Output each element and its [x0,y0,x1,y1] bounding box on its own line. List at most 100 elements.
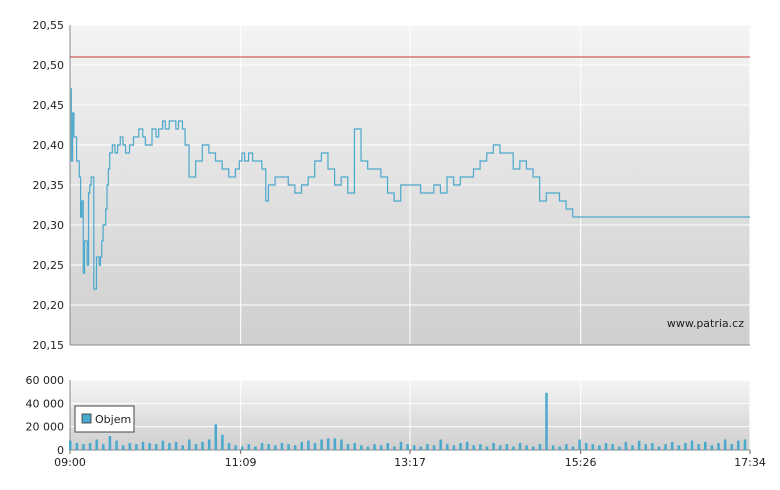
volume-bar [194,444,198,450]
volume-bar [221,434,224,450]
volume-bar [598,445,601,450]
volume-bar [300,441,304,450]
volume-bar [571,446,575,450]
volume-bar [684,443,687,450]
volume-bar [82,444,85,450]
volume-bar [360,445,363,450]
volume-bar [95,439,98,450]
volume-bar [518,443,522,450]
volume-bar [254,446,257,450]
volume-bar [247,444,251,450]
volume-bar [75,443,79,450]
time-tick-label: 09:00 [54,456,86,469]
volume-panel: 0 20 000 40 000 60 000 09:00 11:09 13:17 15:26… [26,374,766,469]
volume-bar [538,444,542,450]
volume-bar [545,392,548,450]
volume-bar [373,444,376,450]
volume-bar [154,444,158,450]
volume-bar [320,439,323,450]
volume-y-tick-label: 20 000 [26,421,65,434]
volume-bar [465,441,469,450]
price-y-tick-label: 20,40 [33,139,65,152]
volume-bar [280,443,284,450]
volume-bar [174,441,178,450]
volume-bar [717,443,720,450]
volume-bar [492,443,495,450]
price-y-tick-label: 20,45 [33,99,65,112]
volume-bar [611,444,614,450]
volume-bar [446,444,449,450]
volume-bar [697,444,700,450]
volume-bar [558,446,561,450]
volume-bar [207,439,211,450]
volume-bar [532,446,535,450]
volume-bar [439,439,442,450]
volume-bar [340,439,343,450]
price-y-tick-label: 20,20 [33,299,65,312]
volume-bar [353,443,356,450]
price-grid [69,24,751,346]
volume-bar [346,444,350,450]
volume-bar [161,440,165,450]
volume-legend: Objem [74,405,135,433]
volume-bar [591,444,595,450]
watermark: www.patria.cz [667,317,744,330]
volume-bars [69,392,747,450]
volume-bar [743,439,747,450]
volume-bar [366,446,370,450]
volume-bar [479,444,482,450]
volume-bar [498,445,502,450]
volume-bar [432,445,436,450]
volume-bar [505,444,509,450]
time-tick-label: 17:34 [734,456,766,469]
volume-y-tick-label: 60 000 [26,374,65,387]
volume-y-tick-label: 0 [57,444,64,457]
volume-bar [584,443,588,450]
volume-bar [670,441,674,450]
volume-bar [287,444,290,450]
volume-bar [326,438,330,450]
volume-bar [393,446,396,450]
price-y-tick-label: 20,25 [33,259,65,272]
price-line [70,88,750,290]
volume-bar [664,444,667,450]
volume-bar [657,446,661,450]
time-tick-label: 11:09 [225,456,257,469]
volume-bar [551,445,555,450]
volume-bar [677,445,681,450]
volume-bar [386,443,390,450]
volume-bar [723,439,727,450]
volume-bar [201,441,204,450]
price-y-axis: 20,15 20,20 20,25 20,30 20,35 20,40 20,45 20,50… [33,19,65,352]
volume-bar [115,440,118,450]
volume-bar [313,443,317,450]
price-y-tick-label: 20,30 [33,219,65,232]
volume-bar [426,444,429,450]
volume-bar [704,441,707,450]
volume-bar [512,446,515,450]
volume-bar [135,444,138,450]
volume-bar [293,445,297,450]
volume-bar [618,446,621,450]
volume-bar [412,445,416,450]
volume-bar [730,444,733,450]
volume-bar [644,444,647,450]
volume-bar [307,440,310,450]
price-y-tick-label: 20,35 [33,179,65,192]
time-tick-label: 15:26 [565,456,597,469]
price-panel: 20,15 20,20 20,25 20,30 20,35 20,40 20,45 20,50… [33,19,751,352]
volume-bar [525,445,528,450]
volume-bar [141,441,145,450]
legend-swatch [81,413,92,424]
price-y-tick-label: 20,15 [33,339,65,352]
volume-bar [227,443,231,450]
volume-bar [399,441,403,450]
volume-bar [121,445,125,450]
volume-bar [181,445,184,450]
volume-bar [452,445,456,450]
volume-y-axis: 0 20 000 40 000 60 000 [26,374,65,457]
volume-bar [214,424,218,450]
volume-bar [188,439,191,450]
volume-bar [379,445,383,450]
